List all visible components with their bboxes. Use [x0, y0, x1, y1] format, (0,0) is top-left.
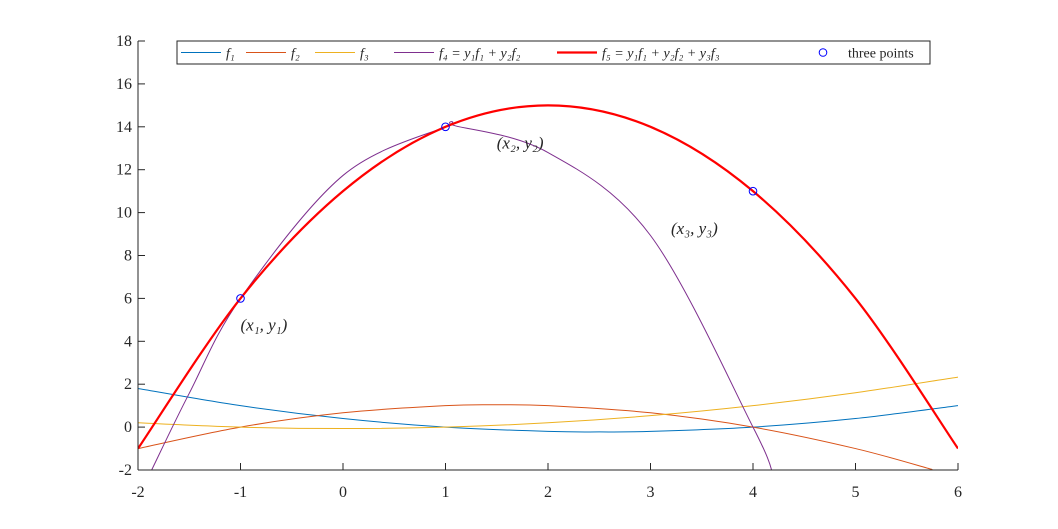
point-annotation-label: (x₃, y₃) — [671, 219, 718, 238]
legend-box — [176, 40, 931, 65]
y-tick-label: 6 — [124, 290, 132, 307]
legend-label: f₁ — [226, 47, 235, 62]
y-tick-label: -2 — [119, 462, 132, 479]
plot-series-layer — [138, 104, 958, 470]
series-line-f3 — [138, 376, 958, 430]
legend-item-f5: f₅ = y₁f₁ + y₂f₂ + y₃f₃ — [557, 47, 720, 62]
y-tick-label: 12 — [116, 162, 132, 179]
series-line-f4 — [151, 121, 773, 470]
data-point-marker — [748, 186, 758, 196]
y-tick-label: 16 — [116, 76, 132, 93]
x-tick-label: 3 — [647, 484, 655, 501]
legend-item-f4: f₄ = y₁f₁ + y₂f₂ — [394, 47, 520, 62]
point-annotation-label: (x₁, y₁) — [241, 316, 288, 335]
y-tick-label: 0 — [124, 419, 132, 436]
legend-label: f₃ — [360, 47, 369, 62]
legend-item-f3: f₃ — [315, 47, 369, 62]
x-tick-label: 4 — [749, 484, 757, 501]
y-tick-label: 14 — [116, 119, 132, 136]
legend-label: f₅ = y₁f₁ + y₂f₂ + y₃f₃ — [602, 47, 720, 62]
x-tick-label: -2 — [131, 484, 144, 501]
legend-item-three-points: three points — [818, 47, 914, 62]
x-tick-label: 2 — [544, 484, 552, 501]
y-tick-label: 2 — [124, 376, 132, 393]
series-line-f2 — [138, 404, 933, 470]
x-tick-label: 1 — [442, 484, 450, 501]
data-point-marker — [441, 122, 450, 132]
legend-label: three points — [848, 47, 914, 62]
x-tick-label: 0 — [339, 484, 347, 501]
plot-points-layer — [236, 122, 758, 303]
legend-item-f2: f₂ — [246, 47, 300, 62]
x-tick-label: -1 — [234, 484, 247, 501]
point-annotation-label: (x₂, y₂) — [497, 133, 544, 152]
legend-label: f₄ = y₁f₁ + y₂f₂ — [439, 47, 520, 62]
legend-label: f₂ — [291, 47, 300, 62]
legend-marker — [818, 48, 828, 57]
y-tick-label: 4 — [124, 333, 132, 350]
y-tick-label: 8 — [124, 248, 132, 265]
series-line-f1 — [138, 387, 958, 433]
y-tick-label: 18 — [116, 33, 132, 50]
series-line-f5 — [138, 104, 958, 450]
legend-item-f1: f₁ — [181, 47, 235, 62]
x-tick-label: 6 — [954, 484, 962, 501]
y-tick-label: 10 — [116, 205, 132, 222]
data-point-marker — [236, 294, 245, 303]
x-tick-label: 5 — [852, 484, 860, 501]
legend: f₁ f₂ f₃ f₄ = y₁f₁ + y₂f₂ f₅ = y₁f₁ + y₂f₂ +… — [176, 40, 931, 65]
plot-annotations: (x₁, y₁) (x₂, y₂) (x₃, y₃) — [241, 133, 719, 334]
